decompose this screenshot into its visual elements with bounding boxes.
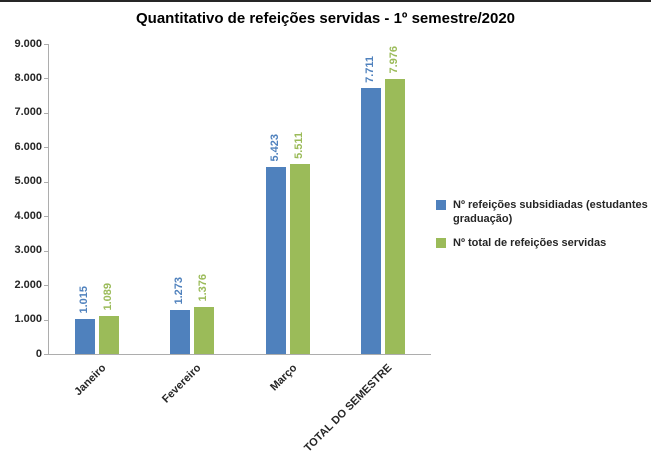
y-tick-label: 3.000 <box>14 244 42 257</box>
chart-title: Quantitativo de refeições servidas - 1º … <box>136 10 515 27</box>
y-tick-mark <box>44 354 48 355</box>
y-tick-mark <box>44 250 48 252</box>
y-tick-label: 5.000 <box>14 175 42 188</box>
bar-series-1 <box>289 164 310 354</box>
legend-swatch-blue <box>436 200 446 210</box>
x-category-label: Fevereiro <box>160 362 204 406</box>
x-category-label: TOTAL DO SEMESTRE <box>302 362 395 455</box>
plot-area: 1.015 1.089 1.273 1.376 5.423 5.511 7.711 7.976 <box>48 44 431 355</box>
bar-series-1 <box>194 307 215 354</box>
legend: Nº refeições subsidiadas (estudantes gra… <box>436 198 648 260</box>
y-tick-label: 2.000 <box>14 278 42 291</box>
y-tick-mark <box>44 319 48 321</box>
y-tick-mark <box>44 285 48 287</box>
x-category-label: Março <box>267 362 300 394</box>
y-tick-mark <box>44 181 48 183</box>
bar-series-0 <box>361 88 382 354</box>
y-tick-label: 6.000 <box>14 140 42 153</box>
legend-swatch-green <box>436 238 446 248</box>
x-category-label: Janeiro <box>72 362 109 399</box>
y-tick-mark <box>44 44 48 45</box>
y-tick-mark <box>44 78 48 80</box>
legend-label-total: Nº total de refeições servidas <box>453 237 607 249</box>
y-tick-label: 0 <box>35 347 42 360</box>
bar-series-0 <box>265 167 286 354</box>
y-tick-mark <box>44 112 48 114</box>
legend-item-total: Nº total de refeições servidas <box>436 236 648 250</box>
bar-series-0 <box>74 319 95 354</box>
y-tick-label: 8.000 <box>14 71 42 84</box>
legend-item-subsidiadas: Nº refeições subsidiadas (estudantes gra… <box>436 198 648 226</box>
bar-series-1 <box>98 316 119 354</box>
legend-label-subsidiadas: Nº refeições subsidiadas (estudantes gra… <box>453 199 648 225</box>
y-tick-mark <box>44 147 48 149</box>
y-tick-label: 7.000 <box>14 106 42 119</box>
y-tick-label: 1.000 <box>14 313 42 326</box>
y-tick-label: 4.000 <box>14 209 42 222</box>
bar-series-1 <box>385 79 406 354</box>
y-tick-label: 9.000 <box>14 37 42 50</box>
y-tick-mark <box>44 216 48 218</box>
bar-series-0 <box>170 310 191 354</box>
